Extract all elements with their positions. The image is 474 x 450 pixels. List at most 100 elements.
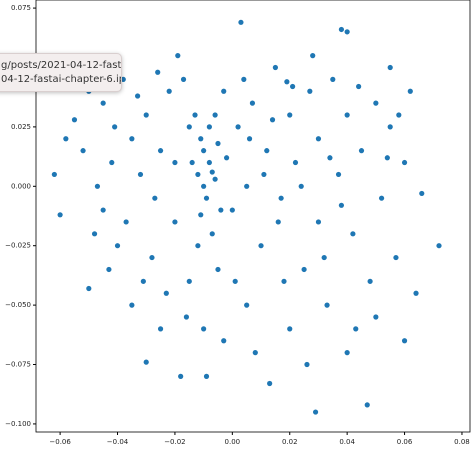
point xyxy=(86,285,92,292)
point xyxy=(201,326,207,332)
point xyxy=(344,112,350,118)
point xyxy=(186,124,192,130)
point xyxy=(244,302,250,308)
point xyxy=(195,171,201,178)
point xyxy=(269,117,276,123)
point xyxy=(57,212,63,218)
point xyxy=(178,373,184,379)
point xyxy=(373,314,379,320)
point xyxy=(166,88,172,94)
point xyxy=(129,136,135,142)
point xyxy=(91,231,98,237)
point xyxy=(232,278,238,284)
y-tick-label: −0.025 xyxy=(5,242,31,250)
point xyxy=(152,195,158,201)
point xyxy=(264,148,270,154)
point xyxy=(201,148,207,154)
point xyxy=(198,212,204,218)
point xyxy=(401,338,408,344)
point xyxy=(378,195,385,201)
point xyxy=(123,219,129,225)
point xyxy=(338,202,345,208)
point xyxy=(63,136,69,142)
point xyxy=(249,100,256,106)
y-tick-label: 0.000 xyxy=(11,182,31,190)
point xyxy=(344,29,350,35)
point xyxy=(401,159,408,166)
plot-frame xyxy=(35,0,471,433)
point xyxy=(140,278,146,284)
point xyxy=(290,83,296,90)
point xyxy=(384,155,390,161)
point xyxy=(324,302,330,308)
point xyxy=(281,278,287,284)
point xyxy=(157,148,164,154)
point xyxy=(143,359,149,365)
point xyxy=(137,171,144,178)
point xyxy=(212,176,218,182)
point xyxy=(143,112,149,118)
point xyxy=(321,254,327,261)
point xyxy=(393,254,399,261)
point xyxy=(275,219,281,225)
point xyxy=(206,159,212,166)
y-tick-label: −0.050 xyxy=(5,301,31,309)
x-tick-label: −0.04 xyxy=(107,438,129,446)
x-tick-label: 0.00 xyxy=(225,438,241,446)
point xyxy=(350,231,356,237)
y-tick-label: 0.025 xyxy=(11,123,31,131)
point xyxy=(413,290,419,296)
point xyxy=(278,195,284,201)
x-tick-label: 0.08 xyxy=(454,438,470,446)
y-tick-label: 0.075 xyxy=(11,4,31,12)
point xyxy=(367,278,373,284)
point xyxy=(284,79,290,85)
point xyxy=(356,83,362,90)
point xyxy=(209,169,215,175)
y-tick-label: −0.100 xyxy=(5,420,31,428)
point xyxy=(215,266,221,273)
x-tick-label: 0.04 xyxy=(339,438,355,446)
point xyxy=(175,53,181,59)
point xyxy=(149,254,155,261)
point xyxy=(100,207,106,213)
point xyxy=(221,338,227,344)
point xyxy=(387,64,393,71)
point xyxy=(344,350,350,356)
point xyxy=(195,243,201,249)
point xyxy=(252,350,258,356)
point xyxy=(261,171,267,178)
point xyxy=(106,266,112,273)
point xyxy=(229,207,235,213)
point xyxy=(94,183,101,189)
point xyxy=(310,53,316,59)
point xyxy=(206,124,212,130)
point xyxy=(315,136,322,142)
point xyxy=(235,124,241,130)
point xyxy=(292,159,299,166)
point xyxy=(221,88,227,94)
point xyxy=(373,100,379,106)
point xyxy=(218,207,224,213)
tooltip-line: g/posts/2021-04-12-fastai- xyxy=(1,60,122,71)
point xyxy=(192,112,198,118)
point xyxy=(71,117,78,123)
point xyxy=(201,183,207,189)
point xyxy=(212,112,218,118)
point xyxy=(315,219,322,225)
point xyxy=(304,361,310,368)
point xyxy=(198,136,204,142)
point xyxy=(327,155,333,161)
point xyxy=(109,159,115,166)
point xyxy=(298,183,304,189)
point xyxy=(287,112,293,118)
tooltip-line: 04-12-fastai-chapter-6.ipynb • xyxy=(1,74,121,85)
point xyxy=(312,409,319,415)
point xyxy=(186,278,192,284)
point xyxy=(189,159,195,166)
point xyxy=(172,219,178,225)
tooltip: g/posts/2021-04-12-fastai- 04-12-fastai-… xyxy=(0,53,122,92)
point xyxy=(203,373,210,379)
point xyxy=(209,231,215,237)
